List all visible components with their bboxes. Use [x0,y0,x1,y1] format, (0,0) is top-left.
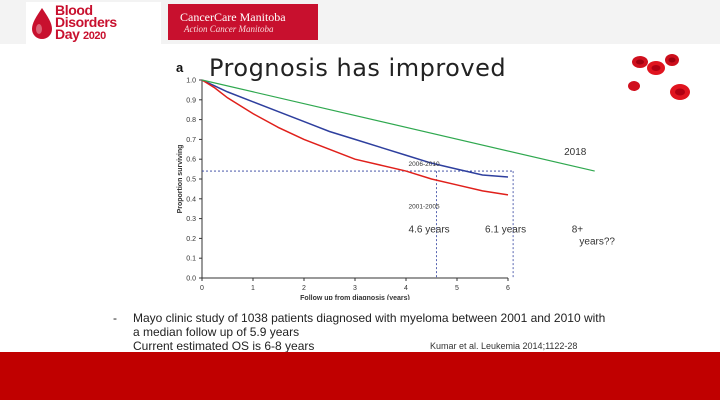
blood-drop-icon [32,8,52,39]
y-tick-label: 0.3 [186,216,196,223]
annotation-label: years?? [579,236,615,247]
panel-label: a [176,60,184,75]
y-tick-label: 0.4 [186,196,196,203]
cancercare-manitoba-logo: CancerCare Manitoba Action Cancer Manito… [168,4,318,40]
y-tick-label: 0.9 [186,97,196,104]
citation: Kumar et al. Leukemia 2014;1122-28 [430,341,578,351]
series-line-2018 [201,79,595,172]
annotation-label: 4.6 years [409,224,450,235]
org-name: Blood Disorders Day 2020 [55,2,117,42]
annotation-label: 8+ [572,224,584,235]
y-axis-label: Proportion surviving [177,145,184,214]
series-label-2001-2005: 2001-2005 [409,204,440,211]
y-tick-label: 0.0 [186,276,196,283]
y-tick-label: 0.1 [186,256,196,263]
series-group [201,79,595,196]
annotation-label: 6.1 years [485,224,526,235]
x-tick-label: 0 [200,285,204,292]
y-tick-label: 0.7 [186,137,196,144]
bullet-line-1: Mayo clinic study of 1038 patients diagn… [133,311,606,339]
x-tick-label: 1 [251,285,255,292]
series-line-2001-2005 [201,79,509,196]
x-axis-label: Follow up from diagnosis (years) [300,295,410,300]
annotation-label: 2018 [564,147,587,158]
x-tick-label: 5 [455,285,459,292]
chart-axes: 0.0 0.1 0.2 0.3 0.4 0.5 0.6 0.7 0.8 0.9 1.0 0 1 2 3 4 5 6… [177,78,510,301]
chart-labels: 2006-2010 2001-2005 2018 4.6 years 6.1 years… [409,147,616,247]
y-tick-label: 0.8 [186,117,196,124]
bullet-marker: - [113,311,117,325]
bullet-text: Mayo clinic study of 1038 patients diagn… [133,311,613,353]
header-bar: Blood Disorders Day 2020 CancerCare Mani… [0,0,720,44]
x-tick-label: 6 [506,285,510,292]
partner-name: CancerCare Manitoba [180,10,286,24]
survival-chart: 0.0 0.1 0.2 0.3 0.4 0.5 0.6 0.7 0.8 0.9 1.0 0 1 2 3 4 5 6… [177,78,616,301]
x-tick-label: 3 [353,285,357,292]
bullet-line-2: Current estimated OS is 6-8 years [133,339,315,353]
x-tick-label: 2 [302,285,306,292]
blood-disorders-day-logo: Blood Disorders Day 2020 [26,2,161,44]
series-line-2006-2010 [201,79,509,178]
x-tick-label: 4 [404,285,408,292]
footer-red-bar [0,352,720,400]
series-label-2006-2010: 2006-2010 [409,161,440,168]
reference-lines [202,170,514,278]
y-tick-label: 0.6 [186,157,196,164]
slide-title: Prognosis has improved [209,54,507,82]
y-tick-label: 0.2 [186,236,196,243]
y-tick-label: 0.5 [186,177,196,184]
y-tick-label: 1.0 [186,78,196,85]
red-blood-cells-icon [628,54,690,100]
partner-subtitle: Action Cancer Manitoba [184,24,274,34]
